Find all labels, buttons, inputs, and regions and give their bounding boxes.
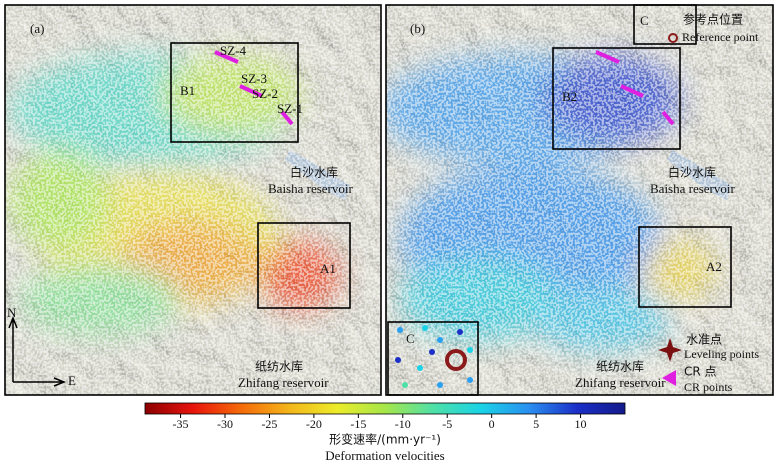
panel-frame	[4, 4, 382, 396]
reservoir-name-en: Baisha reservoir	[268, 181, 354, 196]
cr-symbol	[662, 370, 676, 386]
legend-label-en: CR points	[684, 380, 733, 394]
colorbar-tick-label: -30	[217, 417, 233, 431]
site-label: SZ-4	[220, 43, 247, 58]
legend-label: 水准点	[686, 333, 722, 347]
legend-label-en: Leveling points	[684, 347, 759, 361]
box-label: C	[640, 13, 649, 28]
east-label: E	[68, 373, 76, 388]
reservoir-name: 纸纺水库	[255, 359, 303, 374]
box-b2	[552, 47, 681, 150]
box-label: B1	[180, 83, 195, 98]
colorbar-tick-label: 0	[489, 417, 495, 431]
dot-mask	[5, 5, 381, 395]
colorbar-ramp	[144, 402, 626, 415]
box-a1	[257, 222, 351, 309]
site-label: SZ-2	[252, 86, 278, 101]
inset-dots	[395, 325, 473, 388]
reservoir-name: 白沙水库	[290, 165, 338, 180]
profile-lines	[214, 50, 294, 126]
north-label: N	[7, 305, 17, 320]
reservoir-name: 纸纺水库	[596, 359, 644, 374]
reservoir-name-en: Baisha reservoir	[650, 181, 736, 196]
colorbar-tick-label: -25	[261, 417, 277, 431]
reference-name-en: Reference point	[682, 30, 759, 44]
inset-label: C	[406, 331, 415, 346]
legend-label: CR 点	[684, 365, 717, 379]
colorbar-tick-label: 10	[575, 417, 587, 431]
colorbar-title-en: Deformation velocities	[325, 448, 445, 463]
colorbar-tick-label: -10	[395, 417, 411, 431]
box-c	[633, 4, 697, 45]
inset-c	[387, 321, 479, 396]
reservoir-name-en: Zhifang reservoir	[575, 375, 666, 390]
site-label: SZ-1	[277, 101, 303, 116]
box-label: B2	[562, 89, 577, 104]
box-label: A1	[320, 261, 336, 276]
leveling-symbol	[658, 338, 682, 362]
box-label: A2	[706, 259, 722, 274]
panel-frame	[385, 4, 774, 396]
box-b1	[170, 42, 299, 143]
reservoir-name: 白沙水库	[668, 165, 716, 180]
panel-label: (a)	[30, 21, 44, 36]
panel-b	[386, 5, 773, 395]
colorbar-tick-label: 5	[533, 417, 539, 431]
colorbar-title: 形变速率/(mm·yr⁻¹)	[329, 432, 441, 447]
colorbar-tick-label: -35	[173, 417, 189, 431]
colorbar: 形变速率/(mm·yr⁻¹) Deformation velocities -3…	[144, 402, 626, 463]
panel-label: (b)	[410, 21, 425, 36]
reference-marker	[445, 349, 467, 371]
colorbar-tick-label: -5	[442, 417, 452, 431]
colorbar-tick-label: -20	[306, 417, 322, 431]
dot-mask	[386, 5, 773, 395]
panel-a	[5, 5, 381, 395]
site-label: SZ-3	[241, 71, 267, 86]
box-a2	[638, 226, 732, 308]
colorbar-tick-label: -15	[350, 417, 366, 431]
reference-marker	[668, 33, 678, 43]
compass	[8, 315, 67, 387]
reservoir-name-en: Zhifang reservoir	[238, 375, 329, 390]
reference-name: 参考点位置	[683, 12, 743, 27]
profile-lines	[595, 50, 675, 126]
